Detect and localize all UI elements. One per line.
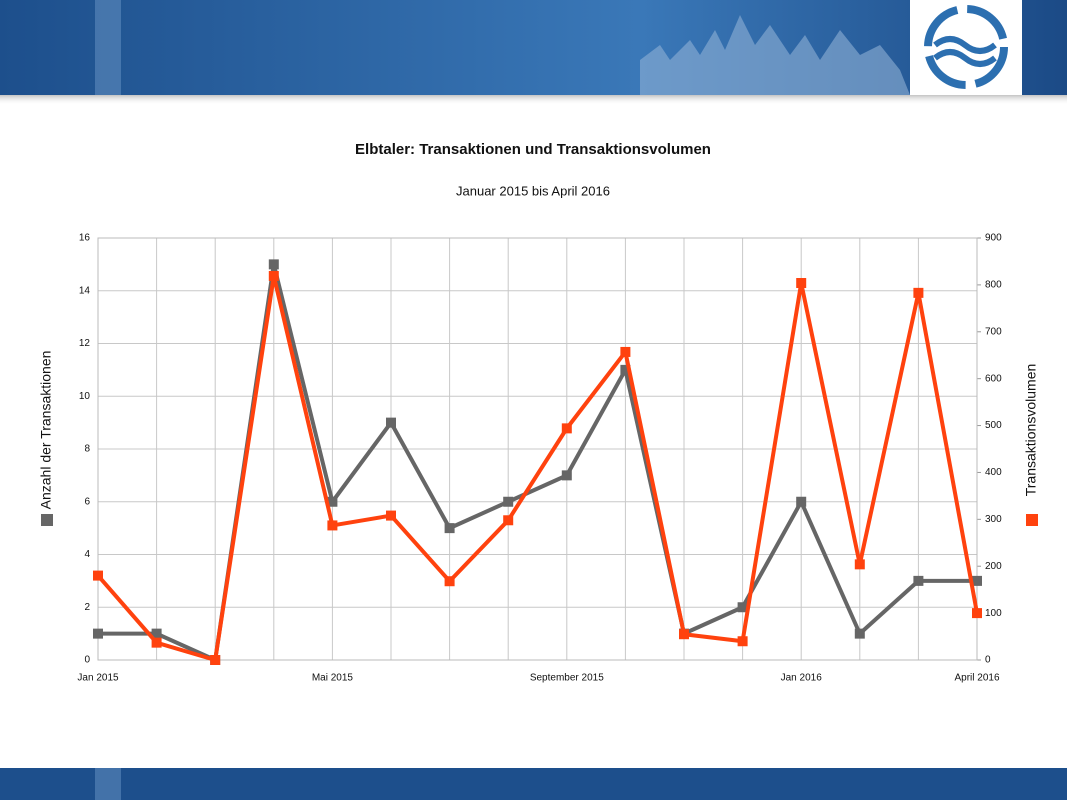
point [913,287,924,298]
y-tick-label: 8 [84,444,90,455]
point [268,270,279,281]
x-tick-label: Jan 2016 [781,673,823,684]
x-tick-label: September 2015 [530,673,604,684]
plot-frame [97,237,978,661]
y2-tick-label: 600 [985,373,1002,384]
point [737,636,748,647]
point [796,496,807,507]
footer-bar [0,768,1067,800]
axis-title: Anzahl der Transaktionen [38,351,54,510]
y2-tick-label: 200 [985,561,1002,572]
chart-subtitle: Januar 2015 bis April 2016 [456,183,610,198]
point [796,278,807,289]
point [444,576,455,587]
logo-wave [933,49,997,67]
point [327,520,338,531]
series-line [96,273,979,662]
point [679,629,689,640]
point [268,259,279,270]
point [972,608,982,619]
point [93,628,103,639]
y2-tick-label: 700 [985,326,1002,337]
series-line [98,262,977,662]
legend-swatch [1026,514,1038,526]
point [561,423,572,434]
y2-tick-label: 900 [985,233,1002,244]
point [210,655,221,665]
point [503,496,514,507]
y-tick-label: 6 [84,496,90,507]
header-banner [0,0,1067,95]
point [854,559,865,570]
point [386,510,396,521]
header-shadow [0,95,1067,105]
x-tick-label: April 2016 [954,673,999,684]
y-tick-label: 10 [79,391,91,402]
y2-tick-label: 0 [985,655,991,666]
point [444,523,455,534]
point [854,628,865,639]
skyline [640,15,910,95]
point [151,628,162,639]
point [386,417,396,428]
y2-tick-label: 800 [985,280,1002,291]
point [620,346,631,357]
plot: Jan 2015 Mai 2015 September 2015 Jan 2016 Ap… [38,233,1039,684]
point [620,364,631,375]
y2-tick-label: 500 [985,420,1002,431]
chart-title: Elbtaler: Transaktionen und Transaktions… [355,141,711,158]
point [503,515,514,526]
y-tick-label: 12 [79,338,91,349]
logo-wave [933,36,997,54]
axis-title: Transaktionsvolumen [1023,364,1039,497]
y-tick-label: 14 [79,285,91,296]
point [93,570,103,581]
point [327,496,338,507]
point [737,602,748,613]
point [151,637,162,648]
x-tick-label: Mai 2015 [312,673,354,684]
y-tick-label: 16 [79,233,91,244]
y-tick-label: 4 [84,549,90,560]
y2-tick-label: 300 [985,514,1002,525]
footer-stripe [95,768,121,800]
x-tick-label: Jan 2015 [77,673,119,684]
point [913,575,924,586]
point [561,470,572,481]
y2-tick-label: 100 [985,608,1002,619]
header-stripe [95,0,121,95]
point [972,575,982,586]
y2-tick-label: 400 [985,467,1002,478]
y-tick-label: 0 [84,655,90,666]
logo [924,5,1008,89]
legend-swatch [41,514,53,526]
y-tick-label: 2 [84,602,90,613]
